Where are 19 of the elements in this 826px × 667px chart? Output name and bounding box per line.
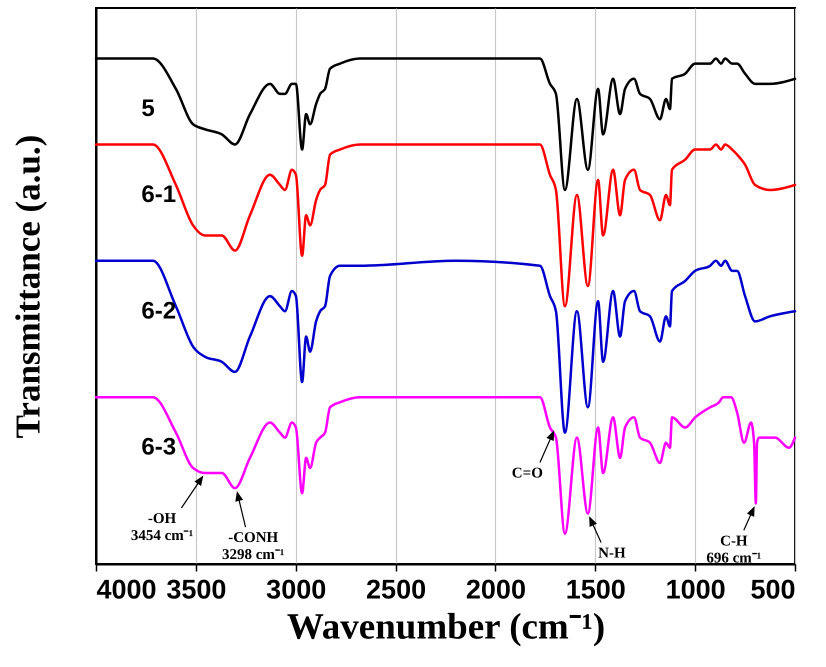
x-tick-label: 3000 <box>266 574 326 604</box>
series-label: 5 <box>141 95 155 122</box>
x-tick-label: 2500 <box>366 574 426 604</box>
annotation: C-H 696 cm⁻¹ <box>706 533 762 566</box>
annotation: N-H <box>598 545 626 562</box>
x-tick-label: 500 <box>750 574 796 604</box>
x-tick-label: 1500 <box>566 574 626 604</box>
x-axis-title: Wavenumber (cm⁻¹) <box>286 606 606 648</box>
annotation: C=O <box>512 466 543 482</box>
x-tick-label: 4000 <box>96 574 157 604</box>
x-tick-label: 1000 <box>666 574 726 604</box>
x-tick-label: 3500 <box>166 574 226 604</box>
annotation: -OH 3454 cm⁻¹ <box>130 511 194 544</box>
series-label: 6-1 <box>141 181 176 208</box>
series-label: 6-3 <box>141 434 176 461</box>
x-tick-label: 2000 <box>466 574 526 604</box>
y-axis-title: Transmittance (a.u.) <box>8 134 48 438</box>
series-label: 6-2 <box>141 297 176 324</box>
annotation: -CONH 3298 cm⁻¹ <box>222 530 284 564</box>
